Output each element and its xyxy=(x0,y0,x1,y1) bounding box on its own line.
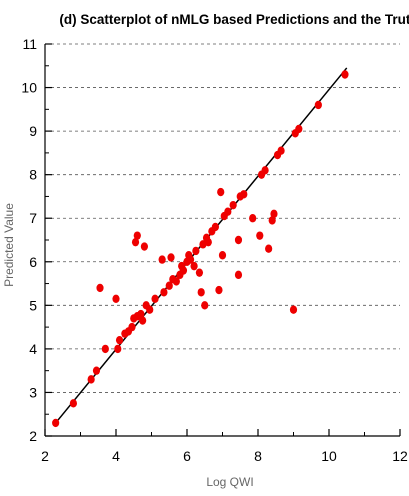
data-point xyxy=(218,251,227,260)
y-tick-label: 3 xyxy=(29,384,37,400)
data-point xyxy=(195,268,204,277)
data-point xyxy=(204,237,212,247)
data-point xyxy=(146,305,154,314)
y-tick-label: 4 xyxy=(29,341,37,357)
data-point xyxy=(341,70,349,79)
data-point xyxy=(128,322,136,332)
data-point xyxy=(197,288,205,297)
data-point xyxy=(112,294,120,303)
x-axis-label: Log QWI xyxy=(206,475,253,489)
data-point xyxy=(158,255,166,264)
data-point xyxy=(101,344,109,354)
y-tick-label: 11 xyxy=(22,36,37,52)
data-point xyxy=(201,301,209,310)
data-point xyxy=(140,242,148,251)
y-tick-label: 6 xyxy=(29,254,37,270)
y-tick-label: 5 xyxy=(29,297,37,313)
data-point xyxy=(234,270,243,280)
data-point xyxy=(92,366,101,375)
data-point xyxy=(133,231,141,240)
data-point xyxy=(234,235,243,245)
y-tick-label: 7 xyxy=(29,210,37,226)
data-point xyxy=(229,200,237,210)
data-point xyxy=(270,209,278,219)
data-point xyxy=(249,214,257,223)
data-point xyxy=(160,288,168,297)
data-point xyxy=(268,216,276,225)
chart-title: (d) Scatterplot of nMLG based Prediction… xyxy=(59,12,409,27)
gridlines xyxy=(45,43,400,393)
x-tick-label: 8 xyxy=(254,448,262,464)
data-point xyxy=(256,231,264,240)
data-point xyxy=(215,285,223,295)
x-tick-label: 12 xyxy=(392,448,408,464)
axes xyxy=(44,43,401,437)
x-tick-label: 4 xyxy=(112,448,120,464)
data-point xyxy=(115,335,124,345)
data-point xyxy=(137,309,145,319)
y-tick-label: 10 xyxy=(21,80,37,96)
y-tick-label: 9 xyxy=(29,123,37,139)
data-point xyxy=(190,261,198,271)
data-point xyxy=(131,237,140,247)
data-point xyxy=(179,266,188,275)
data-point xyxy=(289,305,298,314)
data-point xyxy=(240,190,248,199)
data-point xyxy=(224,207,232,216)
x-tick-label: 10 xyxy=(321,448,337,464)
data-point xyxy=(114,344,122,354)
data-point xyxy=(165,281,173,290)
x-tick-label: 6 xyxy=(183,448,191,464)
data-point xyxy=(211,222,219,232)
data-point xyxy=(167,253,175,262)
data-point xyxy=(52,418,60,428)
data-point xyxy=(265,244,273,253)
tick-labels: 2 3 4 5 6 7 8 9 10 11 2 4 6 8 10 12 xyxy=(21,36,408,464)
data-point xyxy=(314,100,322,110)
data-point xyxy=(87,375,95,384)
data-point xyxy=(151,294,159,303)
points-layer xyxy=(52,70,349,428)
data-point xyxy=(172,277,180,286)
data-point xyxy=(217,187,225,197)
data-point xyxy=(261,166,269,175)
data-point xyxy=(139,316,147,325)
y-axis-label: Predicted Value xyxy=(2,203,16,287)
data-point xyxy=(69,399,77,408)
y-tick-label: 8 xyxy=(29,167,37,183)
x-tick-label: 2 xyxy=(41,448,49,464)
data-point xyxy=(277,146,285,155)
data-point xyxy=(96,283,104,293)
data-point xyxy=(295,124,303,134)
y-tick-label: 2 xyxy=(29,428,37,444)
data-point xyxy=(186,255,195,264)
data-point xyxy=(192,246,200,256)
